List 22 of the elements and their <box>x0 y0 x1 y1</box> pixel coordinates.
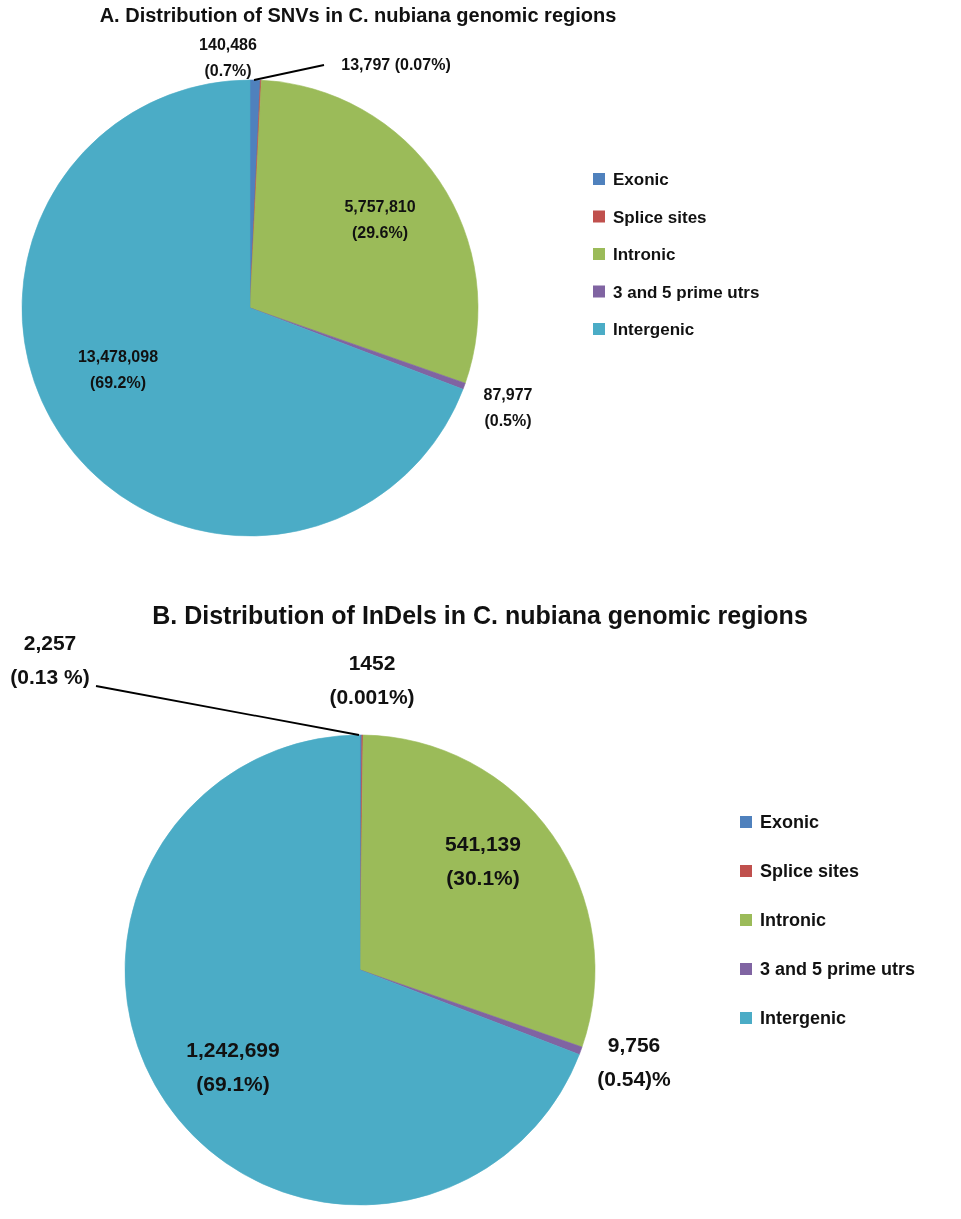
data-label: 9,756 (0.54)% <box>597 1033 672 1090</box>
legend-label: Intronic <box>760 910 826 930</box>
data-label: 1,242,699 (69.1%) <box>186 1038 280 1095</box>
data-label: 13,797 (0.07%) <box>341 56 451 73</box>
data-label: 1452 (0.001%) <box>329 651 415 708</box>
legend-label: Intergenic <box>760 1008 847 1028</box>
legend-label: Intronic <box>613 245 676 264</box>
data-label: 87,977 (0.5%) <box>483 386 533 429</box>
data-label: 541,139 (30.1%) <box>445 832 521 889</box>
legend-label: Exonic <box>760 812 820 832</box>
legend-label: 3 and 5 prime utrs <box>760 959 916 979</box>
chart-title: B. Distribution of InDels in C. nubiana genomic regions <box>152 601 808 629</box>
legend-label: Splice sites <box>613 207 707 227</box>
legend-label: Intergenic <box>613 320 695 339</box>
data-label: 140,486 (0.7%) <box>199 36 258 79</box>
data-label: 2,257 (0.13 %) <box>10 631 90 688</box>
legend-label: 3 and 5 prime utrs <box>613 282 760 302</box>
chart-title: A. Distribution of SNVs in C. nubiana genomic regions <box>99 4 617 26</box>
data-label: 13,478,098 (69.2%) <box>77 348 159 391</box>
data-label: 5,757,810 (29.6%) <box>344 198 416 241</box>
legend-label: Splice sites <box>760 861 860 881</box>
legend-label: Exonic <box>613 170 669 189</box>
